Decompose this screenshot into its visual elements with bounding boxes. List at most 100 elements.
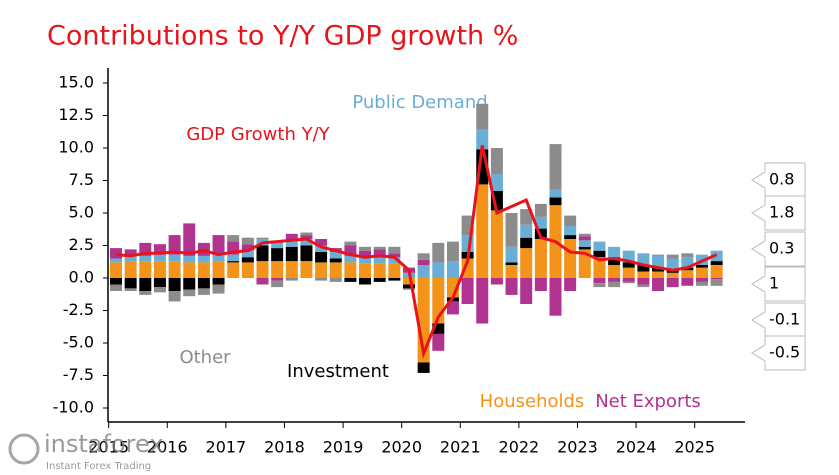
x-tick-label: 2018 — [264, 438, 305, 457]
bar — [124, 261, 137, 278]
bar — [520, 209, 533, 225]
latest-value: -0.5 — [769, 343, 800, 362]
bar — [534, 239, 547, 278]
bar — [578, 246, 591, 250]
series-label: Households — [480, 391, 585, 412]
x-tick-label: 2015 — [88, 438, 129, 457]
bar — [622, 278, 635, 282]
bar — [432, 262, 445, 278]
bar — [256, 261, 269, 278]
bar — [417, 253, 430, 260]
bar — [373, 278, 386, 282]
bar — [139, 291, 152, 295]
bar — [696, 278, 708, 282]
bar — [710, 265, 723, 278]
bar — [696, 281, 708, 286]
bar — [110, 248, 122, 259]
bar — [212, 261, 225, 278]
bar — [124, 278, 137, 289]
bar — [373, 246, 386, 250]
logo-text: instaforex — [44, 430, 164, 458]
bar — [681, 270, 694, 278]
bar — [359, 250, 372, 258]
x-tick-label: 2023 — [557, 438, 598, 457]
bar — [285, 240, 298, 247]
bar — [549, 197, 562, 206]
bar — [285, 246, 298, 262]
latest-value: 1.8 — [769, 203, 794, 222]
bar — [578, 249, 591, 278]
bar — [696, 267, 708, 278]
bar — [124, 288, 137, 291]
bar — [153, 261, 166, 278]
bar — [329, 278, 342, 282]
bar — [622, 262, 635, 268]
bar — [344, 262, 357, 278]
bar — [300, 245, 313, 262]
bar — [212, 284, 225, 294]
bar — [534, 216, 547, 229]
bar — [608, 281, 621, 288]
bar — [271, 248, 284, 262]
bar — [666, 258, 679, 269]
y-tick-label: -5.0 — [63, 333, 94, 352]
bar — [652, 278, 665, 291]
bar — [490, 278, 503, 285]
bar — [637, 271, 650, 278]
bar — [388, 246, 401, 254]
bar — [417, 362, 430, 373]
y-tick-label: -7.5 — [63, 365, 94, 384]
x-tick-label: 2022 — [499, 438, 540, 457]
callout-box — [751, 162, 806, 198]
bar — [373, 249, 386, 258]
bar — [593, 257, 606, 278]
chart-title: Contributions to Y/Y GDP growth % — [47, 21, 518, 52]
bar — [285, 278, 298, 281]
bar — [183, 223, 196, 256]
bar — [388, 263, 401, 278]
bar — [227, 235, 240, 242]
bar — [256, 237, 269, 239]
callout-box — [751, 335, 806, 371]
bar — [329, 252, 342, 259]
bar — [622, 250, 635, 263]
bar — [153, 278, 166, 288]
bar — [432, 333, 445, 351]
bar — [637, 284, 650, 288]
logo-tagline: Instant Forex Trading — [46, 461, 151, 472]
x-tick-label: 2017 — [206, 438, 247, 457]
bar — [461, 278, 474, 304]
bar — [446, 261, 459, 278]
bar — [197, 262, 210, 278]
bar — [505, 213, 518, 247]
bar — [403, 284, 415, 289]
series-label: Public Demand — [352, 92, 487, 113]
bar — [403, 278, 415, 285]
bar — [666, 272, 679, 278]
x-tick-label: 2019 — [323, 438, 364, 457]
bar — [315, 262, 328, 278]
bar — [110, 258, 122, 263]
y-tick-label: 7.5 — [69, 170, 94, 189]
bar — [578, 236, 591, 241]
bar — [359, 278, 372, 285]
callout-box — [751, 302, 806, 338]
bar — [315, 245, 328, 252]
bar — [227, 261, 240, 263]
bar — [505, 265, 518, 278]
bar — [637, 265, 650, 272]
y-tick-label: -2.5 — [63, 300, 94, 319]
bar — [359, 263, 372, 278]
bar — [139, 261, 152, 278]
bar — [432, 242, 445, 263]
bar — [241, 262, 254, 278]
bar — [359, 257, 372, 264]
y-tick-label: -10.0 — [53, 398, 94, 417]
bar — [681, 257, 694, 268]
bar — [110, 278, 122, 285]
bar — [153, 244, 166, 255]
bar — [520, 248, 533, 278]
bar — [608, 278, 621, 282]
bar — [403, 288, 415, 290]
